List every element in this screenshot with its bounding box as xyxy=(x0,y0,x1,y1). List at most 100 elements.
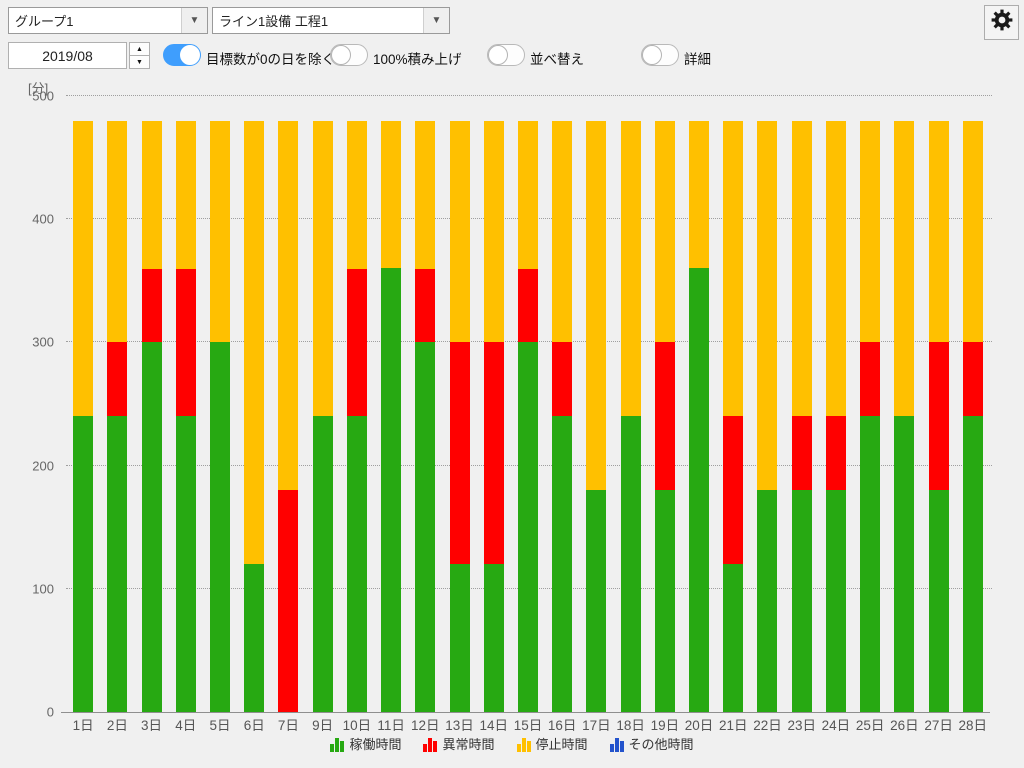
stacked-bar-28日 xyxy=(962,96,983,712)
settings-button[interactable] xyxy=(984,5,1019,40)
chart-plot-area xyxy=(61,95,992,713)
toggle-knob xyxy=(331,45,351,65)
stacked-bar-12日 xyxy=(415,96,436,712)
bar-slot-26日 xyxy=(887,96,921,712)
toggle-knob xyxy=(488,45,508,65)
stacked-bar-2日 xyxy=(107,96,128,712)
x-axis-tick-label: 10日 xyxy=(342,718,372,733)
stacked-bars xyxy=(66,96,990,712)
x-axis-tick-label: 13日 xyxy=(445,718,474,733)
toggle-sort[interactable] xyxy=(487,44,525,66)
bar-slot-23日 xyxy=(785,96,819,712)
x-axis-tick-label: 17日 xyxy=(582,718,611,733)
x-axis-tick-label: 5日 xyxy=(209,718,231,733)
stacked-bar-10日 xyxy=(346,96,367,712)
stacked-bar-25日 xyxy=(860,96,881,712)
x-axis-line xyxy=(61,712,990,713)
stacked-bar-16日 xyxy=(552,96,573,712)
segment-operating-time xyxy=(962,416,983,712)
y-axis-tick-label: 500 xyxy=(32,88,54,104)
mini-bar-chart-icon xyxy=(609,737,624,752)
toggle-knob xyxy=(180,45,200,65)
bar-slot-13日 xyxy=(442,96,476,712)
bar-slot-20日 xyxy=(682,96,716,712)
toggle-100-percent-stacked[interactable] xyxy=(330,44,368,66)
month-input[interactable]: 2019/08 xyxy=(8,42,127,69)
month-value: 2019/08 xyxy=(42,47,93,64)
segment-stop-time xyxy=(757,120,778,491)
segment-stop-time xyxy=(449,120,470,343)
x-axis-tick-label: 22日 xyxy=(753,718,782,733)
segment-operating-time xyxy=(346,416,367,712)
legend-item-abnormal-time: 異常時間 xyxy=(423,737,495,752)
bar-slot-3日 xyxy=(134,96,168,712)
segment-operating-time xyxy=(141,342,162,712)
x-axis-tick-label: 25日 xyxy=(855,718,885,733)
segment-stop-time xyxy=(962,120,983,343)
segment-abnormal-time xyxy=(825,416,846,491)
toggle-detail[interactable] xyxy=(641,44,679,66)
chart-legend: 稼働時間 異常時間 停止時間 その他時間 xyxy=(0,737,1024,752)
segment-operating-time xyxy=(586,490,607,712)
legend-label: その他時間 xyxy=(628,737,694,752)
toggle-100-percent-stacked-label: 100%積み上げ xyxy=(373,52,462,67)
toggle-sort-label: 並べ替え xyxy=(530,52,584,67)
chevron-down-icon[interactable]: ▼ xyxy=(423,8,449,33)
x-axis-tick-label: 14日 xyxy=(479,718,508,733)
chevron-down-icon[interactable]: ▼ xyxy=(181,8,207,33)
bar-slot-10日 xyxy=(340,96,374,712)
segment-stop-time xyxy=(860,120,881,343)
legend-label: 異常時間 xyxy=(442,737,495,752)
bar-slot-12日 xyxy=(408,96,442,712)
segment-stop-time xyxy=(586,120,607,491)
stacked-bar-13日 xyxy=(449,96,470,712)
segment-stop-time xyxy=(928,120,949,343)
x-axis-tick-label: 6日 xyxy=(243,718,265,733)
segment-stop-time xyxy=(107,120,128,343)
bar-slot-1日 xyxy=(66,96,100,712)
legend-label: 停止時間 xyxy=(535,737,588,752)
segment-stop-time xyxy=(73,120,94,417)
bar-slot-24日 xyxy=(819,96,853,712)
spin-down-icon[interactable]: ▼ xyxy=(129,56,150,69)
segment-stop-time xyxy=(483,120,504,343)
stacked-bar-1日 xyxy=(73,96,94,712)
toggle-exclude-zero-target-label: 目標数が0の日を除く xyxy=(206,52,336,67)
segment-stop-time xyxy=(415,120,436,269)
x-axis-tick-label: 28日 xyxy=(958,718,988,733)
x-axis-tick-label: 2日 xyxy=(106,718,128,733)
stacked-bar-23日 xyxy=(791,96,812,712)
segment-abnormal-time xyxy=(860,342,881,417)
bar-slot-18日 xyxy=(614,96,648,712)
segment-stop-time xyxy=(175,120,196,269)
segment-abnormal-time xyxy=(346,268,367,417)
segment-abnormal-time xyxy=(483,342,504,565)
y-axis-tick-label: 400 xyxy=(32,211,54,227)
legend-item-operating-time: 稼働時間 xyxy=(330,737,401,752)
x-axis-tick-label: 21日 xyxy=(719,718,748,733)
segment-stop-time xyxy=(689,120,710,269)
toggle-exclude-zero-target[interactable] xyxy=(163,44,201,66)
x-axis-tick-label: 20日 xyxy=(684,718,714,733)
x-axis-tick-label: 12日 xyxy=(411,718,440,733)
stacked-bar-11日 xyxy=(381,96,402,712)
bar-slot-6日 xyxy=(237,96,271,712)
line-process-select[interactable]: ライン1設備 工程1 ▼ xyxy=(212,7,450,34)
segment-operating-time xyxy=(175,416,196,712)
bar-slot-15日 xyxy=(511,96,545,712)
segment-stop-time xyxy=(312,120,333,417)
legend-item-other-time: その他時間 xyxy=(609,737,694,752)
group-select[interactable]: グループ1 ▼ xyxy=(8,7,208,34)
segment-operating-time xyxy=(517,342,538,712)
x-axis-tick-label: 24日 xyxy=(821,718,851,733)
mini-bar-chart-icon xyxy=(330,737,345,752)
bar-slot-28日 xyxy=(956,96,990,712)
segment-operating-time xyxy=(483,564,504,712)
segment-stop-time xyxy=(346,120,367,269)
bar-slot-9日 xyxy=(306,96,340,712)
segment-stop-time xyxy=(381,120,402,269)
segment-stop-time xyxy=(894,120,915,417)
stacked-bar-17日 xyxy=(586,96,607,712)
segment-operating-time xyxy=(620,416,641,712)
spin-up-icon[interactable]: ▲ xyxy=(129,42,150,56)
